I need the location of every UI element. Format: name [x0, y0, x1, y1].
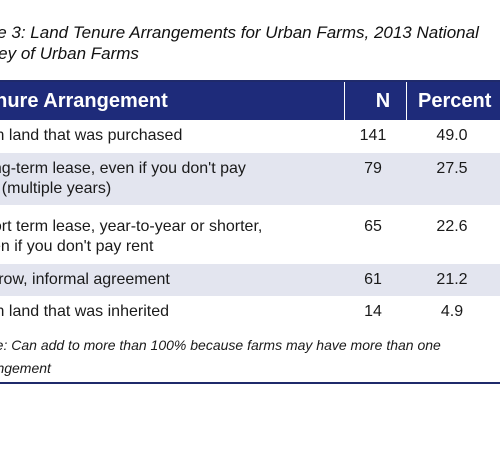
top-rule [0, 80, 500, 82]
header-divider [406, 82, 407, 120]
header-divider [344, 82, 345, 120]
bottom-rule [0, 382, 500, 384]
row-arrangement-line: wn land that was inherited [0, 303, 169, 320]
row-arrangement: wn land that was inherited [0, 302, 169, 322]
table-row: wn land that was inherited 14 4.9 [0, 296, 500, 332]
table-row: orrow, informal agreement 61 21.2 [0, 264, 500, 296]
row-arrangement: wn land that was purchased [0, 126, 182, 146]
row-arrangement-line: ong-term lease, even if you don't pay [0, 160, 246, 177]
land-tenure-table: enure Arrangement N Percent wn land that… [0, 82, 500, 332]
table-header-row: enure Arrangement N Percent [0, 82, 500, 120]
header-arrangement: enure Arrangement [0, 90, 168, 112]
table-row: hort term lease, year-to-year or shorter… [0, 205, 500, 264]
row-n: 61 [364, 271, 382, 288]
row-arrangement-line: wn land that was purchased [0, 127, 183, 144]
row-n: 141 [359, 127, 387, 144]
row-arrangement: ong-term lease, even if you don't pay nt… [0, 159, 246, 199]
caption-line-2: rvey of Urban Farms [0, 44, 139, 63]
row-n: 14 [364, 303, 382, 320]
table-caption: ble 3: Land Tenure Arrangements for Urba… [0, 22, 500, 64]
row-arrangement-line: nt (multiple years) [0, 180, 112, 197]
row-arrangement: hort term lease, year-to-year or shorter… [0, 217, 262, 257]
row-percent: 27.5 [436, 160, 468, 177]
table-note: ote: Can add to more than 100% because f… [0, 334, 500, 380]
header-n: N [375, 90, 391, 112]
row-percent: 49.0 [436, 127, 468, 144]
table-row: wn land that was purchased 141 49.0 [0, 120, 500, 153]
row-percent: 21.2 [436, 271, 468, 288]
row-percent: 4.9 [440, 303, 464, 320]
table-row: ong-term lease, even if you don't pay nt… [0, 153, 500, 205]
note-line-2: rangement [0, 360, 51, 376]
row-arrangement-line: ven if you don't pay rent [0, 238, 154, 255]
row-percent: 22.6 [436, 218, 468, 235]
row-n: 79 [364, 160, 382, 177]
note-line-1: ote: Can add to more than 100% because f… [0, 337, 441, 353]
row-arrangement-line: hort term lease, year-to-year or shorter… [0, 218, 263, 235]
row-arrangement: orrow, informal agreement [0, 270, 170, 290]
caption-line-1: ble 3: Land Tenure Arrangements for Urba… [0, 23, 479, 42]
header-percent: Percent [418, 90, 492, 112]
row-n: 65 [364, 218, 382, 235]
row-arrangement-line: orrow, informal agreement [0, 271, 170, 288]
